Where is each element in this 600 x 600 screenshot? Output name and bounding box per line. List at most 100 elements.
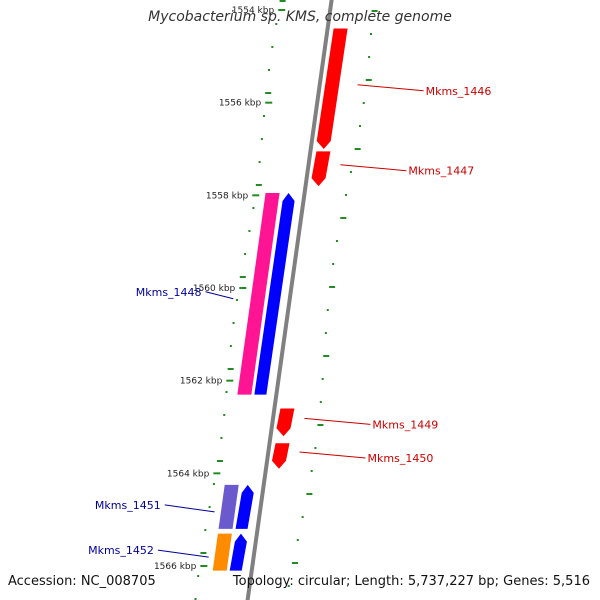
- gc-dot: [335, 240, 338, 242]
- gene-Mkms_1451[interactable]: Mkms_1451: [95, 484, 254, 529]
- accession-text: Accession: NC_008705: [8, 574, 156, 589]
- gc-dot: [310, 470, 313, 472]
- gc-dot: [232, 322, 235, 324]
- gc-dot: [227, 368, 234, 370]
- gc-dot: [306, 493, 313, 495]
- gc-dot: [301, 516, 304, 518]
- gc-dot: [200, 552, 207, 554]
- gene-Mkms_1447[interactable]: Mkms_1447: [311, 151, 475, 187]
- gc-dot: [244, 253, 247, 255]
- gene-label[interactable]: Mkms_1447: [408, 165, 474, 178]
- gc-dot: [197, 575, 200, 577]
- gc-dot: [212, 483, 215, 485]
- tick-mark: [252, 194, 260, 197]
- tick-label: 1558 kbp: [206, 191, 249, 201]
- tick-mark: [213, 472, 221, 475]
- label-leader: [205, 291, 234, 300]
- gc-dot: [220, 437, 223, 439]
- gc-dot: [354, 148, 361, 150]
- gc-dot: [362, 102, 365, 104]
- gc-dot: [252, 207, 255, 209]
- gc-dot: [267, 69, 270, 71]
- gene-partner-bar[interactable]: [212, 533, 232, 571]
- gene-partner-bar[interactable]: [237, 193, 280, 395]
- gene-partner-bar[interactable]: [218, 484, 239, 529]
- gc-dot: [324, 332, 327, 334]
- gc-dot: [255, 184, 262, 186]
- label-leader: [299, 451, 366, 459]
- tick-mark: [226, 379, 234, 382]
- tick-label: 1562 kbp: [180, 377, 223, 387]
- label-leader: [304, 417, 371, 425]
- gc-dot: [271, 46, 274, 48]
- gc-dot: [239, 276, 246, 278]
- label-leader: [357, 84, 424, 92]
- gc-content-track: [194, 0, 378, 600]
- gc-dot: [332, 263, 335, 265]
- gc-dot: [258, 161, 261, 163]
- gc-dot: [323, 355, 330, 357]
- gene-label[interactable]: Mkms_1452: [88, 544, 154, 557]
- gc-dot: [358, 125, 361, 127]
- label-leader: [164, 504, 215, 513]
- gc-dot: [371, 10, 378, 12]
- gc-dot: [329, 286, 336, 288]
- gc-dot: [319, 401, 322, 403]
- gc-dot: [349, 171, 352, 173]
- gene-arrow[interactable]: [235, 484, 254, 529]
- tick-mark: [239, 287, 247, 289]
- gene-arrow[interactable]: [254, 193, 295, 395]
- genome-title: Mycobacterium sp. KMS, complete genome: [148, 9, 452, 25]
- gc-dot: [265, 92, 272, 94]
- gene-label[interactable]: Mkms_1451: [95, 499, 161, 512]
- gene-arrow[interactable]: [271, 443, 290, 469]
- gc-dot: [292, 562, 299, 564]
- topology-text: Topology: circular; Length: 5,737,227 bp…: [232, 574, 590, 589]
- gc-dot: [326, 309, 329, 311]
- gene-Mkms_1452[interactable]: Mkms_1452: [88, 533, 247, 571]
- gc-dot: [368, 56, 371, 58]
- gc-dot: [194, 598, 197, 600]
- gc-dot: [235, 299, 238, 301]
- genome-backbone: [245, 0, 334, 600]
- tick-label: 1556 kbp: [219, 99, 262, 109]
- gc-dot: [208, 506, 211, 508]
- label-leader: [340, 164, 407, 172]
- gene-Mkms_1446[interactable]: Mkms_1446: [316, 28, 492, 149]
- gene-Mkms_1448[interactable]: Mkms_1448: [136, 193, 295, 395]
- gc-dot: [204, 529, 207, 531]
- gene-Mkms_1450[interactable]: Mkms_1450: [271, 443, 434, 469]
- gc-dot: [296, 539, 299, 541]
- tick-label: 1560 kbp: [193, 284, 236, 294]
- gc-dot: [287, 585, 290, 587]
- gc-dot: [370, 33, 373, 35]
- gc-dot: [314, 447, 317, 449]
- gc-dot: [216, 460, 223, 462]
- gene-arrow[interactable]: [311, 151, 331, 187]
- gene-label[interactable]: Mkms_1448: [136, 286, 202, 299]
- gene-arrow[interactable]: [316, 28, 348, 149]
- gene-arrow[interactable]: [276, 408, 295, 437]
- gc-dot: [225, 391, 228, 393]
- gc-dot: [340, 217, 347, 219]
- gc-dot: [260, 138, 263, 140]
- tick-label: 1564 kbp: [167, 469, 210, 479]
- gc-dot: [262, 115, 265, 117]
- gc-dot: [223, 414, 226, 416]
- gene-label[interactable]: Mkms_1449: [372, 418, 438, 431]
- tick-mark: [278, 9, 286, 11]
- gc-dot: [365, 79, 372, 81]
- gene-label[interactable]: Mkms_1450: [368, 452, 434, 465]
- gc-dot: [248, 230, 251, 232]
- gc-dot: [345, 194, 348, 196]
- kbp-ticks: 1554 kbp 1556 kbp 1558 kbp 1560 kbp 1562 kbp…: [154, 6, 286, 572]
- gene-arrow[interactable]: [229, 533, 247, 571]
- gc-dot: [321, 378, 324, 380]
- gene-label[interactable]: Mkms_1446: [426, 85, 492, 98]
- tick-label: 1554 kbp: [232, 6, 275, 16]
- gc-dot: [317, 424, 324, 426]
- gene-Mkms_1449[interactable]: Mkms_1449: [276, 408, 439, 437]
- tick-label: 1566 kbp: [154, 562, 197, 572]
- gc-dot: [275, 23, 278, 25]
